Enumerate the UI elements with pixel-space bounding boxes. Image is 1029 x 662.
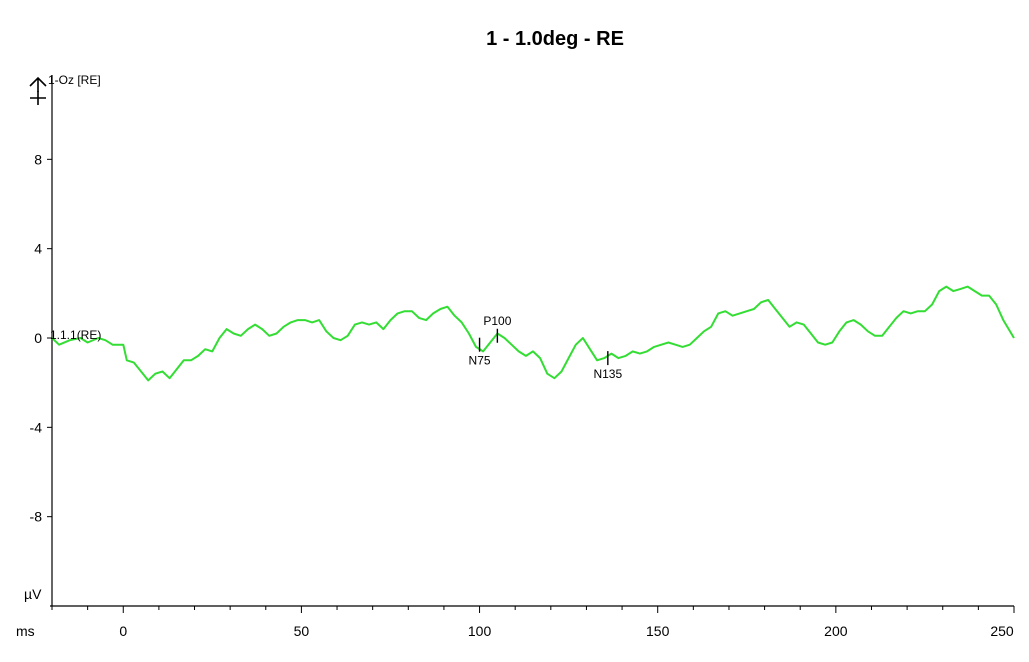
y-tick-label: 0	[34, 330, 42, 346]
y-tick-label: -8	[30, 509, 43, 525]
channel-label: 1-Oz [RE]	[48, 73, 101, 87]
y-tick-label: 4	[34, 241, 42, 257]
peak-label-n135: N135	[593, 367, 622, 381]
x-tick-label: 150	[646, 623, 670, 639]
y-ticks: 8 4 0 -4 -8	[30, 151, 52, 525]
y-unit-label: µV	[24, 586, 42, 602]
x-tick-label: 50	[294, 623, 310, 639]
chart-title: 1 - 1.0deg - RE	[486, 28, 624, 50]
peak-label-p100: P100	[483, 314, 511, 328]
x-tick-label: 100	[468, 623, 492, 639]
channel-cursor-icon[interactable]	[29, 76, 47, 105]
peak-label-n75: N75	[469, 354, 491, 368]
y-tick-label: -4	[30, 419, 43, 435]
x-ticks: 0 50 100 150 200 250	[51, 606, 1015, 639]
vep-trace-line[interactable]	[51, 285, 1015, 382]
x-tick-label: 0	[119, 623, 127, 639]
peak-markers: N75 P100 N135	[469, 314, 623, 381]
x-tick-label: 200	[824, 623, 848, 639]
trace-label: 1.1.1(RE)	[50, 328, 101, 342]
x-unit-label: ms	[16, 623, 35, 639]
x-tick-label: 250	[990, 623, 1014, 639]
y-tick-label: 8	[34, 151, 42, 167]
